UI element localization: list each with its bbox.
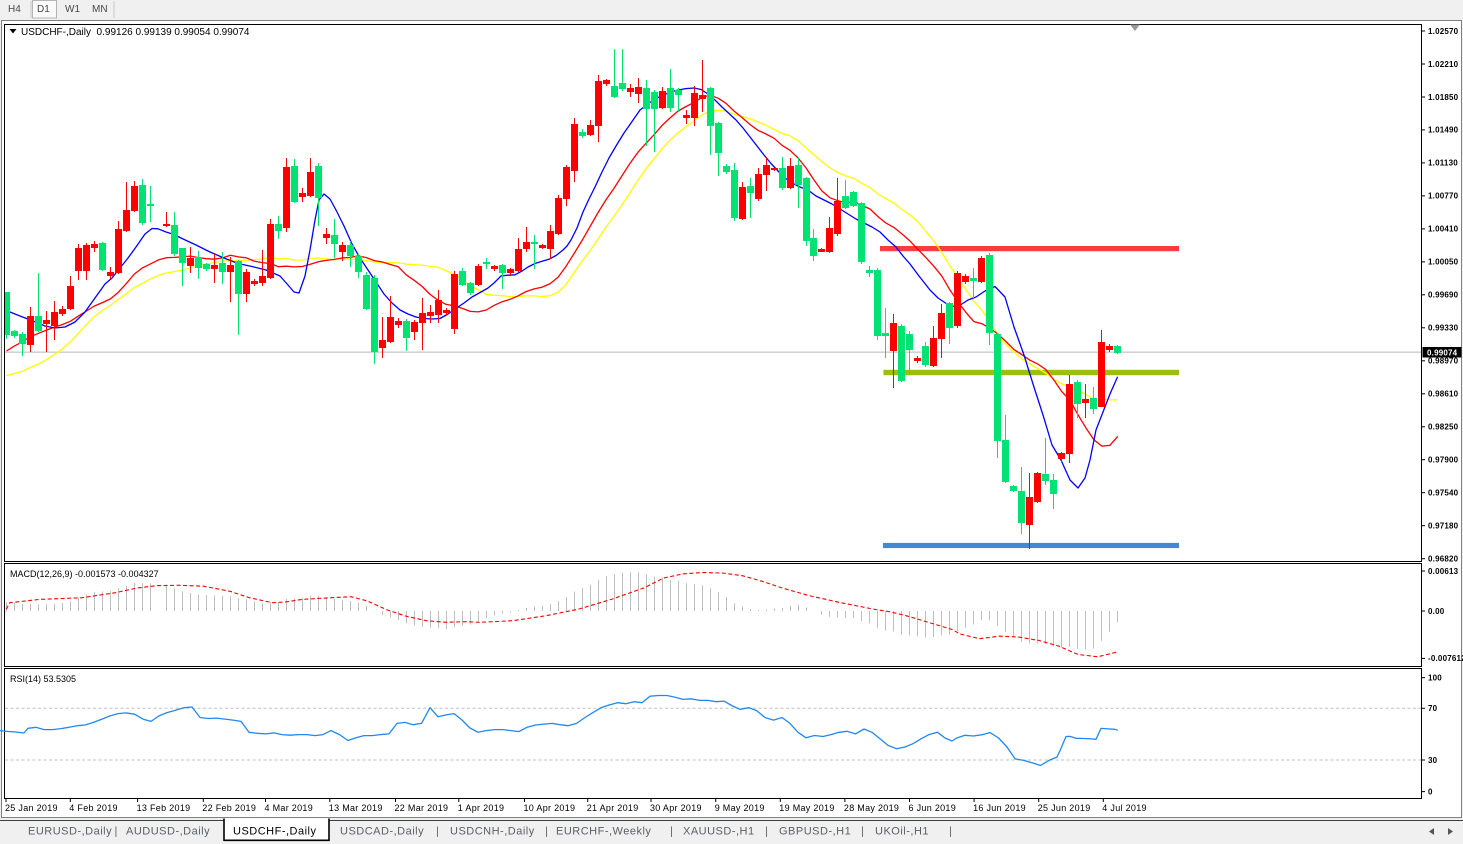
- svg-text:4 Mar 2019: 4 Mar 2019: [265, 803, 314, 813]
- svg-text:9 May 2019: 9 May 2019: [715, 803, 765, 813]
- svg-text:0: 0: [1428, 787, 1433, 796]
- svg-text:XAUUSD-,H1: XAUUSD-,H1: [683, 826, 755, 838]
- svg-text:13 Mar 2019: 13 Mar 2019: [329, 803, 383, 813]
- svg-text:1.02210: 1.02210: [1428, 60, 1459, 69]
- svg-text:19 May 2019: 19 May 2019: [779, 803, 834, 813]
- svg-text:|: |: [670, 826, 673, 838]
- svg-text:30: 30: [1428, 756, 1438, 765]
- svg-text:USDCNH-,Daily: USDCNH-,Daily: [450, 826, 535, 838]
- svg-text:D1: D1: [37, 4, 50, 15]
- svg-text:70: 70: [1428, 704, 1438, 713]
- svg-text:0.97540: 0.97540: [1428, 489, 1459, 498]
- svg-text:|: |: [861, 826, 864, 838]
- svg-text:USDCHF-,Daily: USDCHF-,Daily: [233, 826, 317, 838]
- svg-text:1.02570: 1.02570: [1428, 27, 1459, 36]
- svg-text:|: |: [949, 826, 952, 838]
- svg-text:1.00410: 1.00410: [1428, 225, 1459, 234]
- svg-text:0.99690: 0.99690: [1428, 291, 1459, 300]
- svg-text:MACD(12,26,9) -0.001573 -0.004: MACD(12,26,9) -0.001573 -0.004327: [10, 569, 159, 579]
- svg-text:25 Jun 2019: 25 Jun 2019: [1038, 803, 1091, 813]
- svg-text:|: |: [115, 826, 118, 838]
- svg-text:EURUSD-,Daily: EURUSD-,Daily: [28, 826, 112, 838]
- svg-text:0.00: 0.00: [1428, 607, 1445, 616]
- svg-text:28 May 2019: 28 May 2019: [844, 803, 899, 813]
- svg-text:0.99330: 0.99330: [1428, 324, 1459, 333]
- svg-text:1.00050: 1.00050: [1428, 258, 1459, 267]
- svg-text:30 Apr 2019: 30 Apr 2019: [650, 803, 702, 813]
- svg-text:USDCAD-,Daily: USDCAD-,Daily: [340, 826, 424, 838]
- svg-text:|: |: [765, 826, 768, 838]
- svg-text:0.98610: 0.98610: [1428, 390, 1459, 399]
- svg-text:6 Jun 2019: 6 Jun 2019: [909, 803, 957, 813]
- svg-text:0.97180: 0.97180: [1428, 522, 1459, 531]
- svg-text:0.97900: 0.97900: [1428, 456, 1459, 465]
- svg-text:22 Feb 2019: 22 Feb 2019: [202, 803, 256, 813]
- svg-text:AUDUSD-,Daily: AUDUSD-,Daily: [126, 826, 210, 838]
- svg-text:MN: MN: [92, 4, 108, 15]
- svg-text:0.99074: 0.99074: [1427, 348, 1458, 357]
- svg-text:4 Feb 2019: 4 Feb 2019: [69, 803, 118, 813]
- svg-text:H4: H4: [8, 4, 21, 15]
- svg-text:RSI(14) 53.5305: RSI(14) 53.5305: [10, 674, 76, 684]
- svg-text:0.98250: 0.98250: [1428, 423, 1459, 432]
- svg-text:16 Jun 2019: 16 Jun 2019: [973, 803, 1026, 813]
- svg-text:4 Jul 2019: 4 Jul 2019: [1102, 803, 1147, 813]
- svg-text:21 Apr 2019: 21 Apr 2019: [587, 803, 639, 813]
- svg-text:1.01850: 1.01850: [1428, 93, 1459, 102]
- svg-text:EURCHF-,Weekly: EURCHF-,Weekly: [556, 826, 651, 838]
- svg-text:1 Apr 2019: 1 Apr 2019: [458, 803, 505, 813]
- svg-text:GBPUSD-,H1: GBPUSD-,H1: [779, 826, 851, 838]
- svg-text:1.01130: 1.01130: [1428, 159, 1458, 168]
- svg-text:|: |: [436, 826, 439, 838]
- svg-text:22 Mar 2019: 22 Mar 2019: [395, 803, 449, 813]
- svg-text:100: 100: [1428, 674, 1442, 683]
- svg-text:13 Feb 2019: 13 Feb 2019: [137, 803, 191, 813]
- svg-text:0.98970: 0.98970: [1428, 357, 1459, 366]
- svg-text:0.00613: 0.00613: [1428, 567, 1459, 576]
- svg-text:UKOil-,H1: UKOil-,H1: [875, 826, 929, 838]
- svg-text:1.01490: 1.01490: [1428, 126, 1459, 135]
- svg-text:1.00770: 1.00770: [1428, 192, 1459, 201]
- svg-text:|: |: [545, 826, 548, 838]
- svg-text:W1: W1: [65, 4, 80, 15]
- svg-text:USDCHF-,Daily 0.99126 0.99139: USDCHF-,Daily 0.99126 0.99139 0.99054 0.…: [21, 27, 250, 38]
- svg-text:25 Jan 2019: 25 Jan 2019: [5, 803, 58, 813]
- svg-text:0.96820: 0.96820: [1428, 555, 1459, 564]
- svg-text:10 Apr 2019: 10 Apr 2019: [524, 803, 576, 813]
- svg-text:-0.007612: -0.007612: [1428, 654, 1463, 663]
